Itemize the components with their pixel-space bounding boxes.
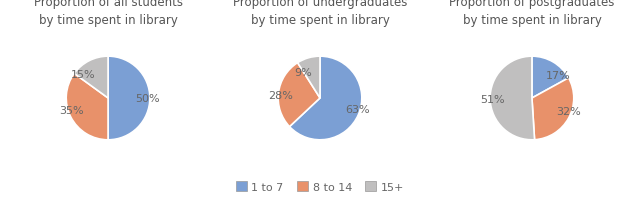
Text: 35%: 35% bbox=[60, 106, 84, 116]
Wedge shape bbox=[298, 57, 320, 98]
Wedge shape bbox=[108, 57, 150, 140]
Title: Proportion of undergraduates
by time spent in library: Proportion of undergraduates by time spe… bbox=[233, 0, 407, 27]
Title: Proportion of all students
by time spent in library: Proportion of all students by time spent… bbox=[33, 0, 182, 27]
Text: 50%: 50% bbox=[135, 94, 160, 103]
Text: 28%: 28% bbox=[268, 90, 293, 100]
Wedge shape bbox=[66, 74, 108, 140]
Text: 51%: 51% bbox=[480, 94, 505, 104]
Wedge shape bbox=[74, 57, 108, 98]
Text: 63%: 63% bbox=[345, 104, 369, 114]
Text: 15%: 15% bbox=[71, 69, 96, 79]
Legend: 1 to 7, 8 to 14, 15+: 1 to 7, 8 to 14, 15+ bbox=[232, 177, 408, 196]
Text: 17%: 17% bbox=[546, 70, 570, 80]
Wedge shape bbox=[278, 63, 320, 127]
Title: Proportion of postgraduates
by time spent in library: Proportion of postgraduates by time spen… bbox=[449, 0, 614, 27]
Wedge shape bbox=[532, 78, 574, 140]
Wedge shape bbox=[490, 57, 534, 140]
Text: 9%: 9% bbox=[294, 68, 312, 77]
Wedge shape bbox=[532, 57, 568, 98]
Text: 32%: 32% bbox=[556, 107, 580, 116]
Wedge shape bbox=[289, 57, 362, 140]
